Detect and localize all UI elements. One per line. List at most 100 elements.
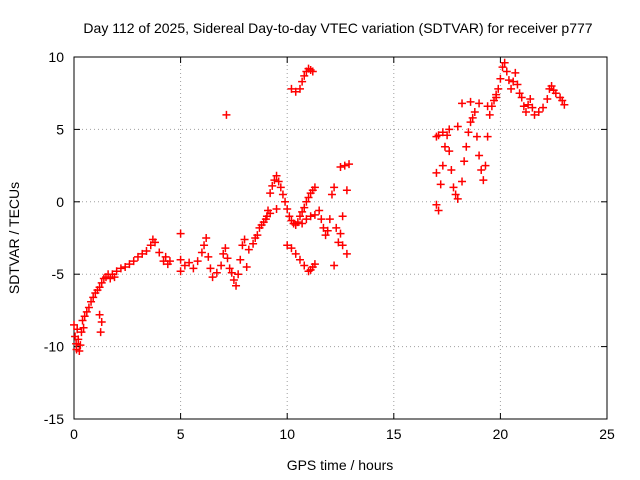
data-point: [219, 249, 228, 258]
data-point: [434, 131, 443, 140]
data-point: [234, 270, 243, 279]
data-point: [321, 231, 330, 240]
data-point: [434, 206, 443, 215]
data-point: [97, 278, 106, 287]
data-point: [300, 261, 309, 270]
data-point: [287, 244, 296, 253]
data-point: [87, 297, 96, 306]
data-point: [212, 268, 221, 277]
data-point: [165, 257, 174, 266]
y-tick-label: 0: [56, 194, 64, 210]
data-point: [253, 231, 262, 240]
data-point: [274, 177, 283, 186]
data-point: [293, 218, 302, 227]
x-tick-label: 15: [386, 426, 402, 442]
data-point: [539, 103, 548, 112]
data-point: [472, 132, 481, 141]
data-point: [338, 241, 347, 250]
y-tick-label: -15: [44, 411, 64, 427]
data-point: [151, 238, 160, 247]
data-point: [440, 142, 449, 151]
data-point: [291, 87, 300, 96]
data-point: [75, 346, 84, 355]
data-point: [291, 249, 300, 258]
data-point: [310, 210, 319, 219]
data-point: [558, 96, 567, 105]
data-point: [466, 97, 475, 106]
data-point: [281, 197, 290, 206]
data-point: [189, 264, 198, 273]
y-tick-label: 5: [56, 121, 64, 137]
x-axis-label: GPS time / hours: [287, 457, 394, 473]
data-point: [76, 341, 85, 350]
data-point: [244, 245, 253, 254]
data-point: [338, 212, 347, 221]
data-point: [295, 84, 304, 93]
data-point: [82, 307, 91, 316]
x-tick-label: 20: [493, 426, 509, 442]
data-point: [240, 235, 249, 244]
data-point: [112, 267, 121, 276]
axis-ticks: 0 5 10 15 20 25 -15 -10 -5 0 5 10: [44, 49, 615, 442]
data-point: [515, 89, 524, 98]
data-point: [524, 100, 533, 109]
data-point: [229, 275, 238, 284]
data-point: [295, 255, 304, 264]
data-point: [146, 241, 155, 250]
data-point: [242, 262, 251, 271]
data-point: [97, 317, 106, 326]
data-point: [276, 183, 285, 192]
data-point: [432, 168, 441, 177]
data-point: [89, 293, 98, 302]
x-tick-label: 0: [70, 426, 78, 442]
data-point: [116, 264, 125, 273]
data-point: [217, 261, 226, 270]
data-point: [543, 94, 552, 103]
data-point: [238, 241, 247, 250]
data-point: [77, 328, 86, 337]
data-point: [306, 212, 315, 221]
data-point: [528, 103, 537, 112]
data-point: [330, 183, 339, 192]
data-point: [180, 261, 189, 270]
data-point: [530, 110, 539, 119]
data-point: [300, 71, 309, 80]
data-point: [249, 239, 258, 248]
data-point: [295, 212, 304, 221]
data-point: [84, 303, 93, 312]
data-point: [443, 131, 452, 140]
data-point: [129, 257, 138, 266]
data-point: [492, 93, 501, 102]
data-point: [462, 142, 471, 151]
data-point: [458, 99, 467, 108]
data-point: [185, 258, 194, 267]
grid: [74, 57, 607, 419]
x-tick-label: 10: [279, 426, 295, 442]
chart-title: Day 112 of 2025, Sidereal Day-to-day VTE…: [83, 20, 592, 36]
data-point: [342, 186, 351, 195]
data-point: [232, 281, 241, 290]
data-point: [308, 67, 317, 76]
data-point: [330, 261, 339, 270]
data-point: [202, 234, 211, 242]
data-point: [204, 252, 213, 261]
data-point: [310, 260, 319, 269]
data-point: [498, 63, 507, 72]
data-point: [334, 238, 343, 247]
data-point: [438, 161, 447, 170]
data-point: [278, 190, 287, 199]
data-point: [298, 207, 307, 216]
data-point: [206, 264, 215, 273]
data-point: [285, 212, 294, 221]
data-point: [283, 205, 292, 214]
data-point: [161, 252, 170, 261]
data-point: [283, 241, 292, 250]
data-point: [485, 110, 494, 119]
data-point: [551, 89, 560, 98]
data-point: [500, 58, 509, 67]
data-point: [300, 203, 309, 212]
data-point: [95, 283, 104, 292]
plot-frame: [73, 56, 608, 420]
data-point: [325, 215, 334, 224]
data-point: [298, 219, 307, 228]
